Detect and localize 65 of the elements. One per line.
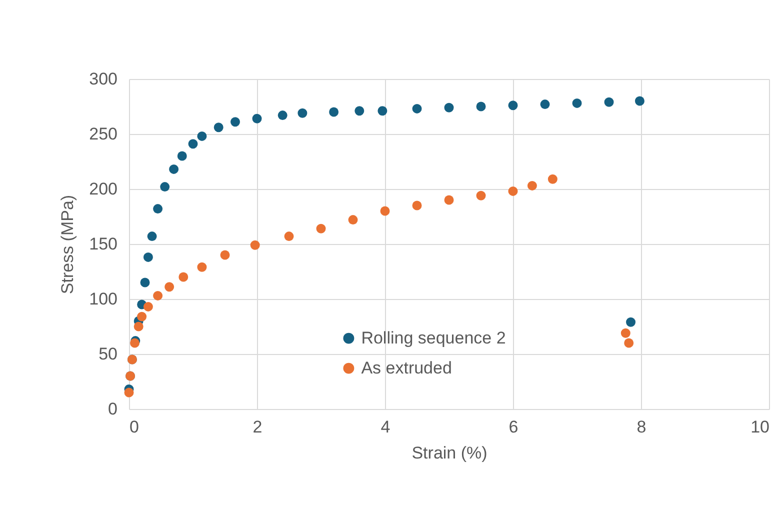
point <box>140 278 150 288</box>
y-tick-label: 200 <box>89 180 118 198</box>
point <box>298 108 308 118</box>
point <box>250 240 260 250</box>
y-tick-label: 150 <box>89 234 118 254</box>
point <box>178 272 188 282</box>
point <box>230 117 240 127</box>
point <box>252 114 262 124</box>
point <box>380 206 390 216</box>
point <box>620 328 630 338</box>
point <box>169 164 179 174</box>
point <box>444 195 454 205</box>
x-tick-label: 6 <box>508 418 518 436</box>
point <box>634 96 644 106</box>
point <box>143 252 153 262</box>
x-tick-label: 4 <box>380 418 390 436</box>
point <box>540 100 550 110</box>
point <box>316 224 326 234</box>
point <box>134 322 144 332</box>
point <box>572 98 582 108</box>
y-tick-label: 50 <box>98 344 118 364</box>
point <box>160 182 170 192</box>
y-axis-title: Stress (MPa) <box>58 194 78 294</box>
point <box>153 290 163 300</box>
point <box>348 215 358 225</box>
point <box>354 106 364 116</box>
x-tick-label: 10 <box>750 418 770 436</box>
point <box>284 232 294 242</box>
point <box>548 174 558 184</box>
y-tick-label: 0 <box>108 400 118 418</box>
point <box>177 151 187 161</box>
x-tick-label: 2 <box>252 418 262 436</box>
point <box>624 338 634 348</box>
point <box>153 204 163 214</box>
point <box>197 262 207 272</box>
point <box>329 107 339 117</box>
x-tick-label: 8 <box>636 418 646 436</box>
point <box>508 186 518 196</box>
point <box>137 312 147 322</box>
point <box>278 110 288 120</box>
point <box>508 100 518 110</box>
point <box>626 317 636 327</box>
legend-label: Rolling sequence 2 <box>361 328 506 348</box>
point <box>476 102 486 112</box>
point <box>143 302 153 312</box>
point <box>604 97 614 107</box>
y-tick-label: 300 <box>89 70 118 88</box>
y-tick-label: 100 <box>89 290 118 308</box>
x-tick-label: 0 <box>130 418 139 436</box>
point <box>412 200 422 210</box>
point <box>124 388 134 398</box>
point <box>197 131 207 141</box>
point <box>164 282 174 292</box>
y-tick-label: 250 <box>89 124 118 144</box>
point <box>378 106 388 116</box>
point <box>188 139 198 149</box>
point <box>476 190 486 200</box>
legend-label: As extruded <box>361 358 452 378</box>
x-axis-title: Strain (%) <box>412 444 488 462</box>
point <box>147 232 157 242</box>
point <box>214 122 224 132</box>
point <box>527 180 537 190</box>
point <box>444 102 454 112</box>
point <box>220 250 230 260</box>
point <box>412 104 422 114</box>
